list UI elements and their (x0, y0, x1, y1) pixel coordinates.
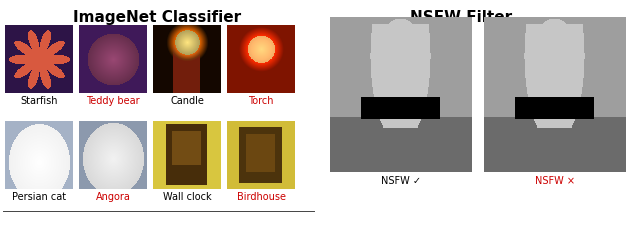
Text: Torch: Torch (248, 96, 274, 106)
Text: Birdhouse: Birdhouse (237, 191, 285, 201)
Text: ImageNet Classifier: ImageNet Classifier (73, 10, 241, 25)
Text: Teddy bear: Teddy bear (86, 96, 140, 106)
Text: NSFW ×: NSFW × (535, 175, 575, 185)
Text: NSFW Filter: NSFW Filter (410, 10, 512, 25)
Text: Candle: Candle (170, 96, 204, 106)
Text: Persian cat: Persian cat (12, 191, 66, 201)
Text: NSFW ✓: NSFW ✓ (381, 175, 421, 185)
Text: Wall clock: Wall clock (163, 191, 211, 201)
Text: Angora: Angora (95, 191, 131, 201)
Text: Starfish: Starfish (20, 96, 58, 106)
